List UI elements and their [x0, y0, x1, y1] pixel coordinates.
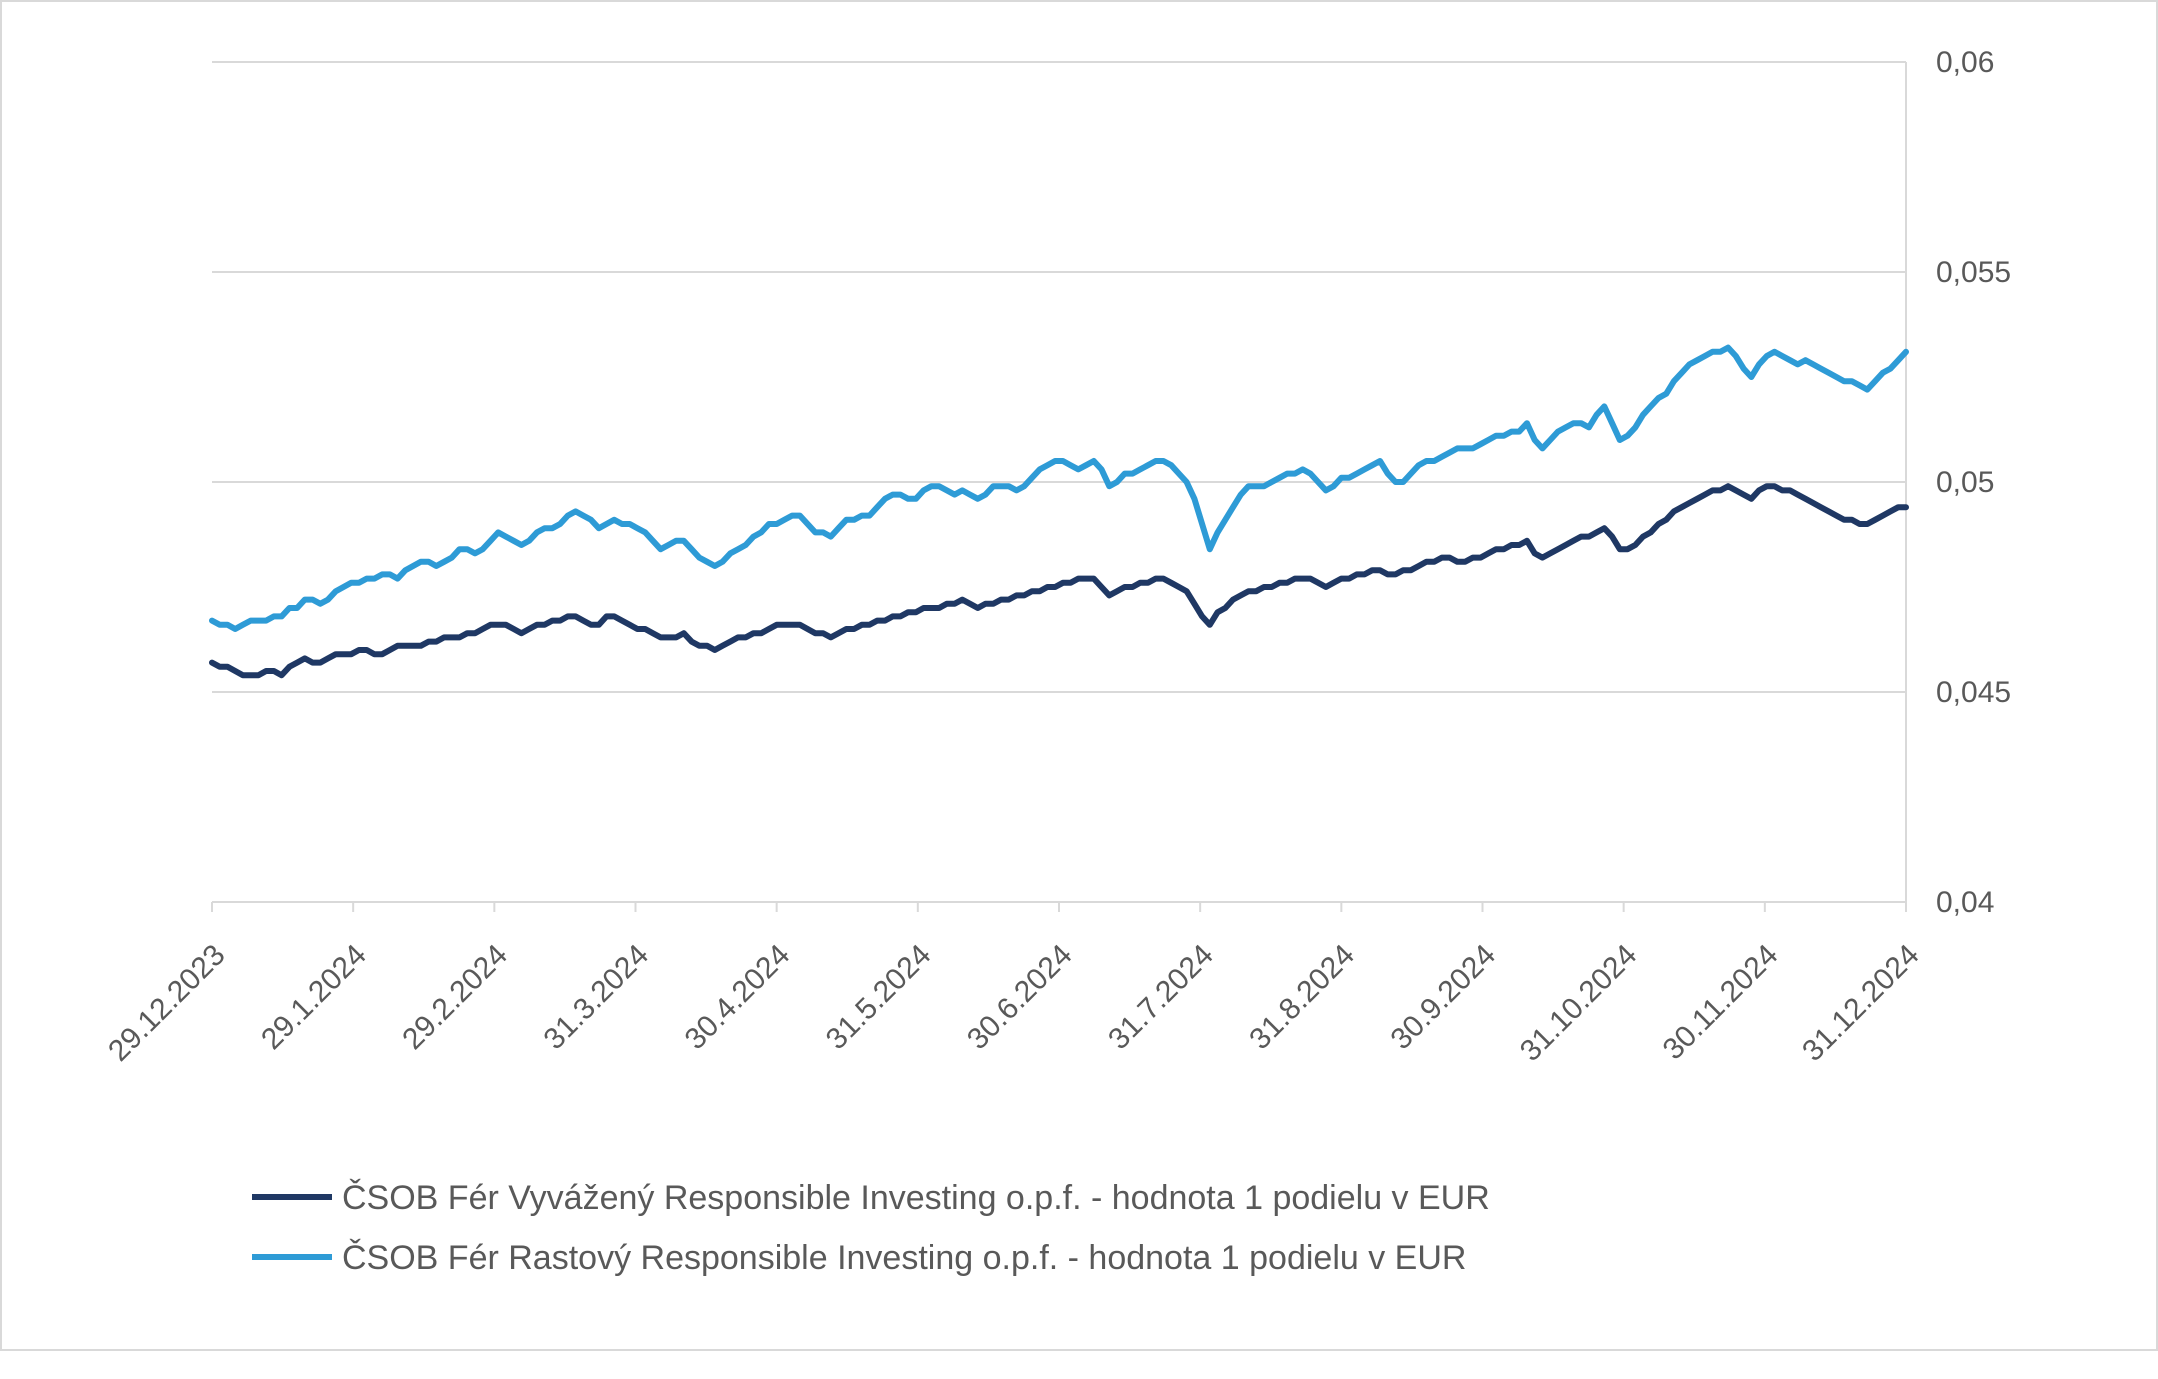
x-axis-label: 31.3.2024 — [537, 938, 655, 1056]
x-axis-label: 31.12.2024 — [1796, 938, 1926, 1068]
x-axis-label: 29.2.2024 — [396, 938, 514, 1056]
x-axis-label: 31.8.2024 — [1243, 938, 1361, 1056]
y-axis-label: 0,06 — [1936, 46, 1994, 79]
x-axis-label-group: 30.6.2024 — [961, 938, 1079, 1056]
x-axis-label-group: 31.12.2024 — [1796, 938, 1926, 1068]
chart-container: 0,04 0,045 0,05 0,055 0,06 29.12.202329.1.202… — [0, 0, 2158, 1351]
x-axis-label: 29.12.2023 — [102, 938, 232, 1068]
x-axis-label-group: 30.4.2024 — [679, 938, 797, 1056]
x-axis-label-group: 31.3.2024 — [537, 938, 655, 1056]
x-axis-label-group: 29.2.2024 — [396, 938, 514, 1056]
line-chart: 0,04 0,045 0,05 0,055 0,06 29.12.202329.1.202… — [42, 32, 2158, 1379]
x-axis-label-group: 30.11.2024 — [1657, 938, 1785, 1066]
x-axis-label-group: 31.7.2024 — [1102, 938, 1220, 1056]
x-axis-label: 31.10.2024 — [1514, 938, 1644, 1068]
y-axis-label: 0,055 — [1936, 256, 2011, 289]
x-axis-label: 30.11.2024 — [1657, 938, 1785, 1066]
x-axis-label: 30.4.2024 — [679, 938, 797, 1056]
x-axis-label-group: 29.1.2024 — [255, 938, 373, 1056]
legend-label: ČSOB Fér Vyvážený Responsible Investing … — [342, 1179, 1490, 1217]
x-axis-label-group: 31.5.2024 — [820, 938, 938, 1056]
x-axis-label-group: 30.9.2024 — [1384, 938, 1502, 1056]
y-axis-label: 0,045 — [1936, 676, 2011, 709]
x-axis-label: 31.7.2024 — [1102, 938, 1220, 1056]
series-line — [212, 486, 1906, 675]
legend-label: ČSOB Fér Rastový Responsible Investing o… — [342, 1239, 1466, 1277]
x-axis-label: 30.6.2024 — [961, 938, 1079, 1056]
x-axis-label-group: 31.10.2024 — [1514, 938, 1644, 1068]
x-axis-label-group: 29.12.2023 — [102, 938, 232, 1068]
y-axis-label: 0,04 — [1936, 886, 1994, 919]
x-axis-label-group: 31.8.2024 — [1243, 938, 1361, 1056]
x-axis-label: 30.9.2024 — [1384, 938, 1502, 1056]
x-axis-label: 29.1.2024 — [255, 938, 373, 1056]
x-axis-label: 31.5.2024 — [820, 938, 938, 1056]
y-axis-label: 0,05 — [1936, 466, 1994, 499]
